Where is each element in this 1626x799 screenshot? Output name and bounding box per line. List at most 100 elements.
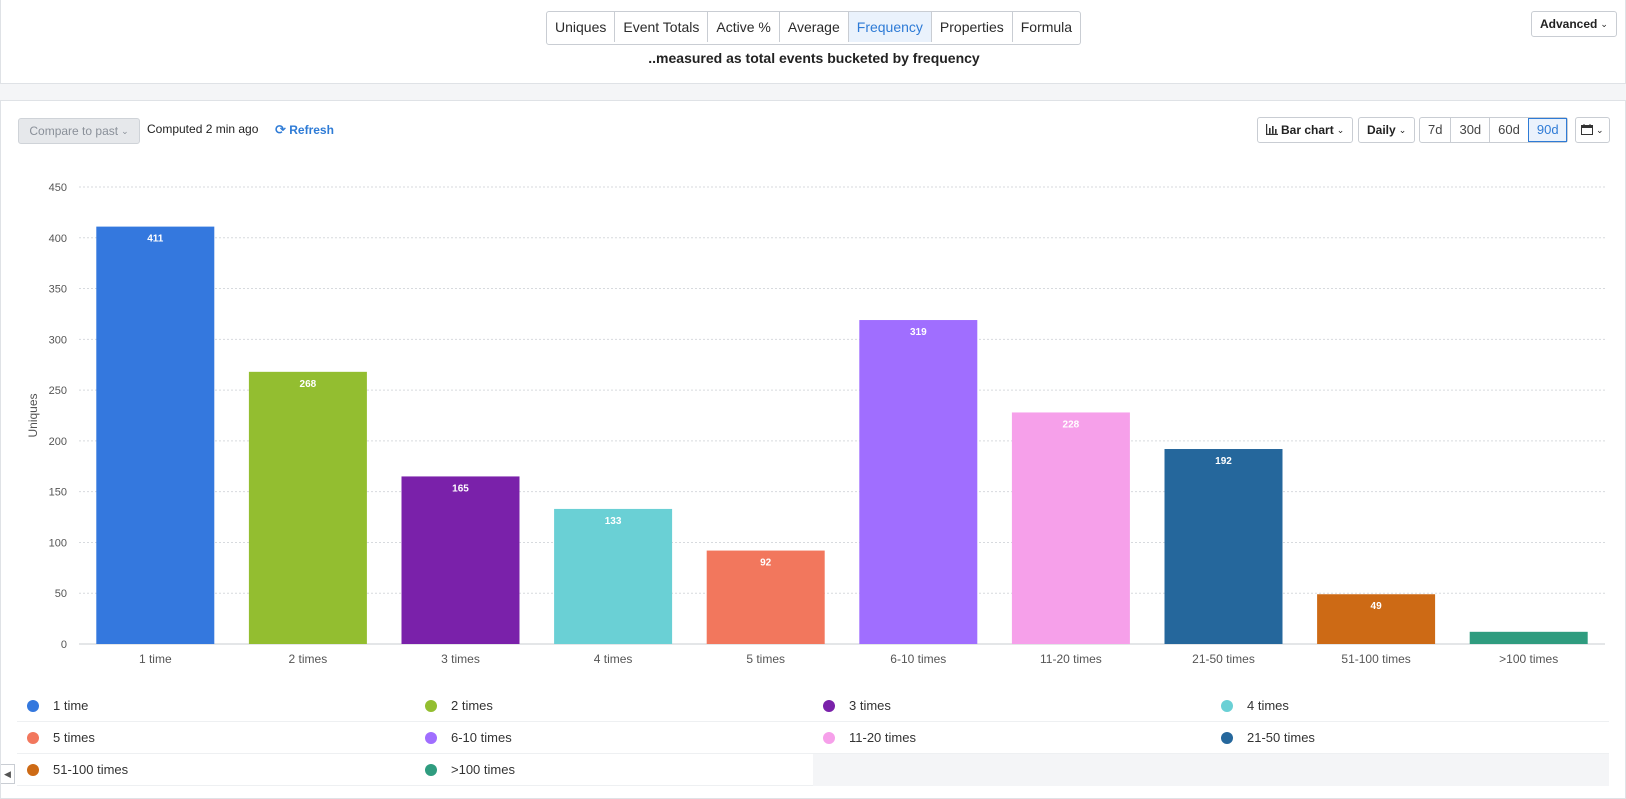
legend-item[interactable]: 3 times xyxy=(813,690,1211,722)
legend-item[interactable]: 2 times xyxy=(415,690,813,722)
legend-label: 5 times xyxy=(53,730,95,745)
chevron-left-icon: ◀ xyxy=(4,769,11,779)
legend-item[interactable]: 11-20 times xyxy=(813,722,1211,754)
x-tick-label: 4 times xyxy=(594,652,633,666)
bar[interactable] xyxy=(706,550,825,644)
legend-item[interactable]: 6-10 times xyxy=(415,722,813,754)
x-tick-label: 11-20 times xyxy=(1040,652,1102,666)
computed-status: Computed 2 min ago xyxy=(147,122,259,136)
y-tick-label: 300 xyxy=(49,334,67,346)
y-axis-label: Uniques xyxy=(26,393,40,437)
x-tick-label: 3 times xyxy=(441,652,480,666)
chevron-down-icon: ⌄ xyxy=(1596,125,1604,135)
chevron-down-icon: ⌄ xyxy=(1336,125,1345,135)
legend-item[interactable]: 21-50 times xyxy=(1211,722,1609,754)
bar[interactable] xyxy=(401,476,520,644)
calendar-icon xyxy=(1581,124,1593,135)
range-90d[interactable]: 90d xyxy=(1527,118,1567,142)
legend-label: 6-10 times xyxy=(451,730,512,745)
refresh-button[interactable]: ⟳ Refresh xyxy=(275,122,334,138)
x-tick-label: >100 times xyxy=(1499,652,1558,666)
compare-label: Compare to past xyxy=(29,124,119,138)
bar-value-label: 133 xyxy=(605,516,622,527)
legend-label: 4 times xyxy=(1247,698,1289,713)
tab-active[interactable]: Active % xyxy=(707,12,778,42)
y-tick-label: 350 xyxy=(49,284,67,296)
bar[interactable] xyxy=(1164,449,1283,644)
collapse-sidebar-handle[interactable]: ◀ xyxy=(1,764,15,784)
bar[interactable] xyxy=(859,320,978,644)
legend-label: 3 times xyxy=(849,698,891,713)
refresh-label: Refresh xyxy=(289,123,334,137)
legend-dot-icon xyxy=(425,763,437,776)
bar-value-label: 268 xyxy=(300,379,317,390)
date-picker-dropdown[interactable]: ⌄ xyxy=(1575,117,1610,143)
legend-item[interactable]: 5 times xyxy=(17,722,415,754)
metric-panel: Uniques Event Totals Active % Average Freque… xyxy=(0,0,1626,84)
tab-uniques[interactable]: Uniques xyxy=(555,19,607,35)
legend-label: 11-20 times xyxy=(849,730,916,745)
refresh-icon: ⟳ xyxy=(275,122,286,137)
x-tick-label: 6-10 times xyxy=(890,652,946,666)
y-tick-label: 250 xyxy=(49,385,67,397)
y-tick-label: 0 xyxy=(61,639,67,651)
compare-to-past-button[interactable]: Compare to past ⌄ xyxy=(18,118,140,144)
legend-dot-icon xyxy=(27,699,39,712)
legend-item[interactable]: 1 time xyxy=(17,690,415,722)
legend-label: 1 time xyxy=(53,698,89,713)
metric-subtitle: ..measured as total events bucketed by f… xyxy=(648,50,980,66)
legend-dot-icon xyxy=(823,699,835,712)
chart-type-label: Bar chart xyxy=(1281,123,1334,137)
bar-value-label: 319 xyxy=(910,327,927,338)
legend-dot-icon xyxy=(823,731,835,744)
legend-label: >100 times xyxy=(451,762,515,777)
legend-dot-icon xyxy=(1221,699,1233,712)
bar-chart-icon xyxy=(1266,124,1278,135)
legend-dot-icon xyxy=(27,731,39,744)
bar[interactable] xyxy=(1011,412,1130,644)
range-30d[interactable]: 30d xyxy=(1450,118,1489,142)
legend-item[interactable]: 51-100 times xyxy=(17,754,415,786)
legend-item[interactable]: >100 times xyxy=(415,754,813,786)
chart-type-dropdown[interactable]: Bar chart ⌄ xyxy=(1257,117,1354,143)
legend-label: 21-50 times xyxy=(1247,730,1315,745)
legend-dot-icon xyxy=(425,731,437,744)
bar-value-label: 49 xyxy=(1371,601,1383,612)
advanced-dropdown[interactable]: Advanced ⌄ xyxy=(1531,11,1617,37)
date-range-selector: 7d 30d 60d 90d xyxy=(1419,117,1568,143)
legend-label: 51-100 times xyxy=(53,762,129,777)
legend-dot-icon xyxy=(1221,731,1233,744)
bar[interactable] xyxy=(1317,594,1436,644)
bar-value-label: 411 xyxy=(147,234,164,245)
x-tick-label: 1 time xyxy=(139,652,172,666)
tab-formula[interactable]: Formula xyxy=(1011,12,1080,42)
y-tick-label: 50 xyxy=(55,588,67,600)
interval-label: Daily xyxy=(1367,123,1396,137)
tab-average[interactable]: Average xyxy=(778,12,848,42)
bar-value-label: 192 xyxy=(1215,456,1232,467)
bar-value-label: 228 xyxy=(1063,419,1080,430)
interval-dropdown[interactable]: Daily ⌄ xyxy=(1358,117,1416,143)
bar-value-label: 92 xyxy=(760,558,772,569)
legend-item[interactable]: 4 times xyxy=(1211,690,1609,722)
range-7d[interactable]: 7d xyxy=(1428,122,1443,137)
y-tick-label: 150 xyxy=(49,487,67,499)
chevron-down-icon: ⌄ xyxy=(1600,19,1608,29)
frequency-bar-chart: 0 50 100 150 200 250 300 350 400 450 Uniques 411 1 t… xyxy=(26,182,1605,666)
chart-legend: 1 time 2 times 3 times 4 times 5 times 6-10 t… xyxy=(17,690,1609,786)
legend-label: 2 times xyxy=(451,698,493,713)
tab-frequency[interactable]: Frequency xyxy=(847,12,931,42)
chevron-down-icon: ⌄ xyxy=(121,126,129,136)
legend-dot-icon xyxy=(27,763,39,776)
bar[interactable] xyxy=(554,508,673,644)
bar[interactable] xyxy=(248,371,367,644)
y-tick-label: 450 xyxy=(49,182,67,194)
tab-event-totals[interactable]: Event Totals xyxy=(614,12,707,42)
y-tick-label: 100 xyxy=(49,537,67,549)
legend-dot-icon xyxy=(425,699,437,712)
legend-filler xyxy=(813,754,1609,786)
tab-properties[interactable]: Properties xyxy=(930,12,1012,42)
bar[interactable] xyxy=(1469,631,1588,644)
range-60d[interactable]: 60d xyxy=(1489,118,1528,142)
bar[interactable] xyxy=(96,226,215,644)
